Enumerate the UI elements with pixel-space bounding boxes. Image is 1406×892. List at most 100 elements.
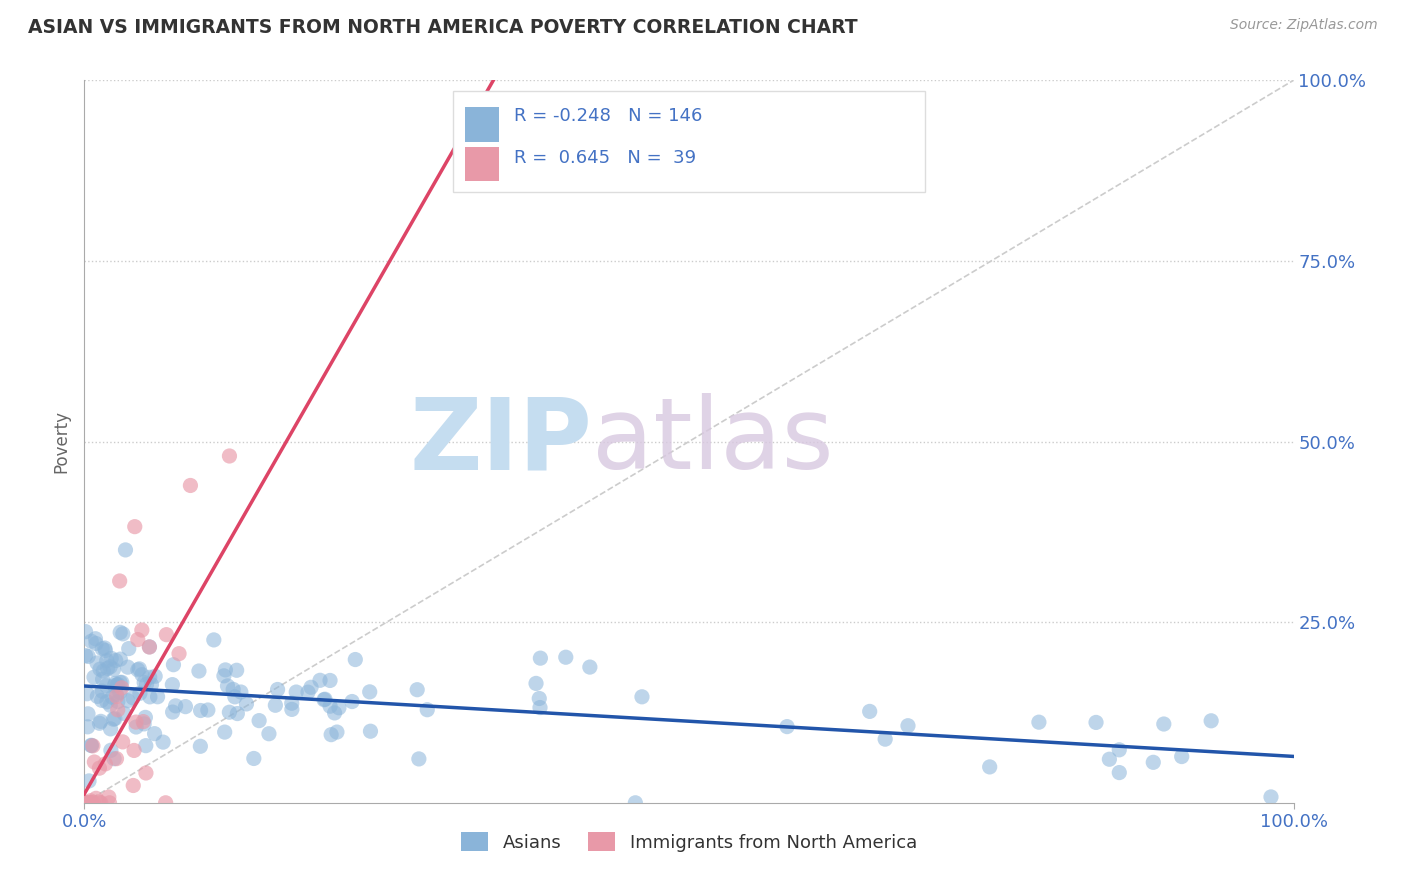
Point — [129, 686, 152, 700]
Point — [105, 690, 128, 704]
Text: ZIP: ZIP — [409, 393, 592, 490]
Point — [110, 652, 132, 666]
Point — [776, 720, 799, 734]
Point — [859, 705, 882, 719]
Point — [1028, 715, 1050, 730]
Point — [131, 667, 153, 681]
Point — [114, 542, 136, 557]
Point — [312, 692, 335, 706]
Point — [96, 654, 118, 668]
Point — [100, 722, 122, 736]
Point — [100, 743, 122, 757]
Point — [326, 725, 349, 739]
Point — [98, 660, 121, 674]
Point — [281, 696, 304, 710]
Point — [529, 700, 551, 714]
Point — [190, 739, 212, 754]
Point — [75, 796, 97, 810]
Point — [174, 699, 197, 714]
Point — [226, 706, 249, 721]
Point — [122, 690, 145, 705]
Point — [529, 691, 551, 706]
Point — [167, 647, 190, 661]
Point — [359, 685, 381, 699]
Point — [105, 678, 128, 692]
Point — [344, 652, 367, 666]
Text: Source: ZipAtlas.com: Source: ZipAtlas.com — [1230, 18, 1378, 32]
Text: R =  0.645   N =  39: R = 0.645 N = 39 — [513, 149, 696, 168]
Point — [75, 648, 97, 663]
Point — [98, 698, 121, 713]
Point — [631, 690, 654, 704]
Point — [90, 714, 112, 729]
Point — [143, 726, 166, 740]
Point — [162, 657, 184, 672]
Point — [134, 717, 156, 731]
Text: ASIAN VS IMMIGRANTS FROM NORTH AMERICA POVERTY CORRELATION CHART: ASIAN VS IMMIGRANTS FROM NORTH AMERICA P… — [28, 18, 858, 37]
Point — [82, 739, 104, 753]
Point — [108, 675, 131, 690]
Point — [264, 698, 287, 713]
Point — [83, 670, 105, 684]
Point — [107, 703, 129, 717]
Point — [122, 779, 145, 793]
Point — [139, 690, 162, 704]
Point — [79, 794, 101, 808]
Point — [359, 724, 381, 739]
Point — [80, 796, 103, 810]
Point — [125, 720, 148, 734]
Point — [94, 643, 117, 657]
Point — [529, 651, 551, 665]
Point — [103, 752, 125, 766]
Point — [135, 739, 157, 753]
Point — [111, 735, 134, 749]
Point — [103, 712, 125, 726]
Point — [141, 677, 163, 691]
Point — [314, 692, 336, 706]
Text: atlas: atlas — [592, 393, 834, 490]
Point — [1108, 765, 1130, 780]
Bar — [465, 147, 499, 181]
Bar — [465, 107, 499, 142]
Point — [82, 796, 104, 810]
Point — [96, 695, 118, 709]
Point — [1142, 756, 1164, 770]
Point — [105, 752, 128, 766]
Point — [162, 678, 184, 692]
Point — [328, 700, 350, 714]
Point — [1199, 714, 1222, 728]
Point — [131, 623, 153, 637]
Point — [134, 675, 156, 690]
Point — [979, 760, 1001, 774]
Point — [84, 632, 107, 646]
Point — [98, 796, 121, 810]
Point — [408, 752, 430, 766]
Point — [321, 728, 343, 742]
Point — [155, 796, 177, 810]
Point — [90, 693, 112, 707]
Point — [281, 702, 304, 716]
Point — [122, 743, 145, 757]
Point — [76, 720, 98, 734]
Point — [111, 681, 134, 695]
Point — [80, 739, 103, 753]
Point — [79, 796, 101, 810]
Point — [107, 677, 129, 691]
Point — [1085, 715, 1108, 730]
Point — [91, 641, 114, 656]
Point — [84, 636, 107, 650]
Point — [132, 714, 155, 729]
Point — [89, 662, 111, 676]
Point — [897, 719, 920, 733]
Point — [225, 663, 247, 677]
Y-axis label: Poverty: Poverty — [52, 410, 70, 473]
Point — [190, 704, 212, 718]
Point — [243, 751, 266, 765]
FancyBboxPatch shape — [453, 91, 925, 193]
Point — [135, 677, 157, 691]
Point — [127, 663, 149, 677]
Point — [104, 712, 127, 726]
Point — [96, 679, 118, 693]
Point — [111, 675, 134, 690]
Point — [125, 715, 148, 730]
